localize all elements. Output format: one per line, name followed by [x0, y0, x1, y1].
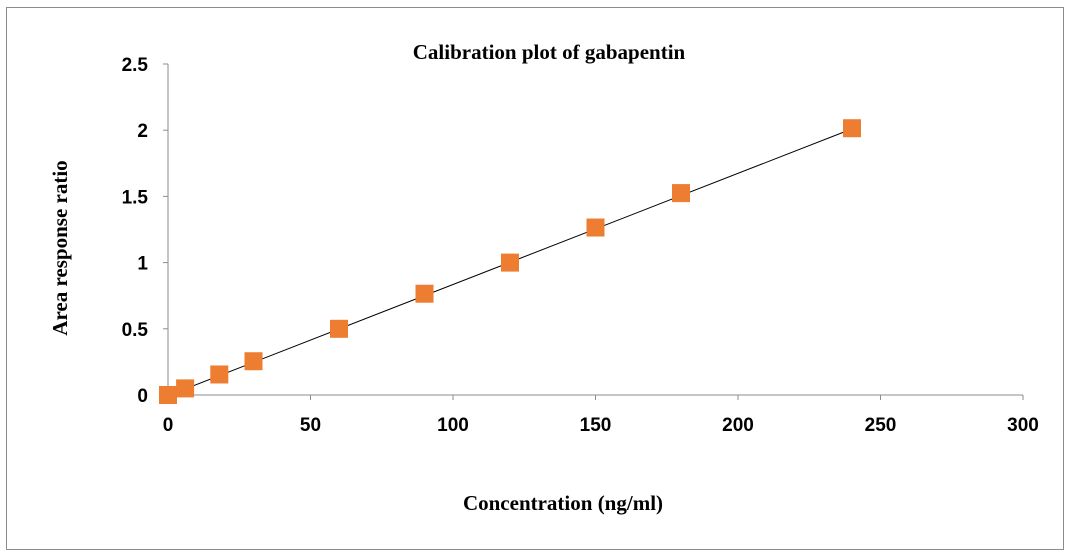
y-tick-label: 0.5 — [122, 320, 149, 341]
x-tick-label: 0 — [163, 415, 174, 436]
data-point — [159, 386, 177, 404]
x-tick-label: 50 — [300, 415, 321, 436]
y-tick-label: 2.5 — [122, 55, 149, 76]
x-tick-label: 100 — [437, 415, 469, 436]
data-point — [843, 119, 861, 138]
chart-title: Calibration plot of gabapentin — [413, 40, 686, 64]
y-tick-label: 1 — [137, 254, 148, 275]
data-point — [501, 253, 519, 272]
chart-frame — [6, 7, 1064, 550]
ticks-layer: 0 0.5 1 1.5 2 2.5 0 50 100 150 200 250 300 — [122, 55, 1039, 436]
y-tick-label: 2 — [137, 121, 148, 142]
x-tick-label: 300 — [1007, 415, 1039, 436]
points-layer — [159, 119, 861, 404]
data-point — [176, 379, 195, 398]
data-point — [672, 184, 690, 203]
x-tick-label: 250 — [865, 415, 897, 436]
y-axis-title: Area response ratio — [48, 160, 72, 335]
x-tick-label: 150 — [580, 415, 612, 436]
y-tick-label: 1.5 — [122, 187, 149, 208]
data-point — [586, 218, 605, 237]
y-tick-label: 0 — [137, 386, 148, 407]
x-tick-label: 200 — [722, 415, 754, 436]
data-point — [210, 365, 229, 384]
data-point — [330, 319, 348, 338]
x-axis-title: Concentration (ng/ml) — [463, 491, 663, 515]
data-point — [244, 352, 263, 371]
data-point — [415, 284, 434, 303]
